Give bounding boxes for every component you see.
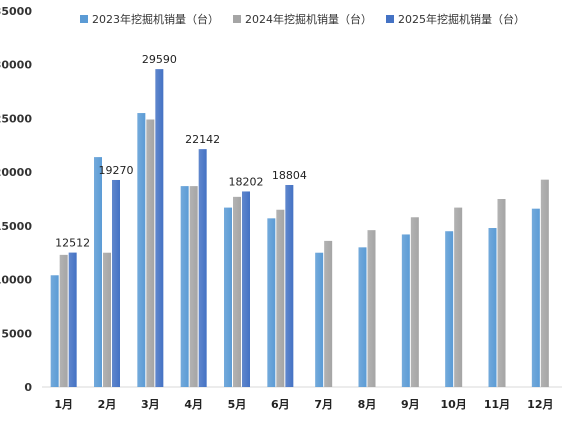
x-tick-label: 2月	[98, 398, 117, 411]
bar-2025	[112, 179, 120, 387]
bar-2024	[189, 186, 198, 387]
y-tick-label: 0	[24, 381, 32, 394]
data-label: 29590	[142, 53, 177, 66]
legend-swatch-2025	[386, 15, 394, 23]
legend-item-2024: 2024年挖掘机销量（台）	[233, 11, 372, 27]
y-tick-label: 10000	[0, 274, 32, 287]
bar-2025	[285, 184, 294, 387]
y-tick-label: 35000	[0, 5, 32, 18]
y-tick-label: 30000	[0, 59, 32, 72]
bar-2023	[401, 234, 410, 387]
bar-2024	[233, 196, 241, 387]
data-label: 12512	[55, 237, 90, 250]
chart-legend: 2023年挖掘机销量（台） 2024年挖掘机销量（台） 2025年挖掘机销量（台…	[80, 11, 525, 27]
bar-2023	[445, 231, 454, 387]
bar-2023	[315, 252, 324, 387]
x-tick-label: 9月	[401, 398, 420, 411]
bar-2024	[324, 240, 333, 387]
bar-2025	[198, 149, 207, 387]
bar-2025	[68, 252, 77, 387]
data-label: 18804	[272, 169, 307, 182]
x-tick-label: 10月	[441, 398, 467, 411]
bar-2023	[358, 247, 367, 387]
legend-item-2023: 2023年挖掘机销量（台）	[80, 11, 219, 27]
legend-label-2025: 2025年挖掘机销量（台）	[398, 13, 525, 26]
x-tick-label: 8月	[358, 398, 377, 411]
bar-2024	[59, 254, 68, 387]
bar-2023	[180, 186, 189, 387]
bar-2024	[540, 179, 549, 387]
x-tick-label: 1月	[54, 398, 73, 411]
legend-swatch-2024	[233, 15, 241, 23]
bar-2023	[94, 157, 102, 387]
x-tick-label: 3月	[141, 398, 160, 411]
bar-2023	[531, 208, 540, 387]
bar-2024	[367, 230, 376, 387]
x-tick-label: 4月	[184, 398, 203, 411]
bar-2023	[267, 218, 276, 387]
x-tick-label: 12月	[527, 398, 553, 411]
bar-2024	[103, 252, 111, 387]
data-label: 19270	[99, 164, 134, 177]
x-tick-label: 7月	[314, 398, 333, 411]
bar-2023	[50, 275, 59, 387]
bar-2024	[276, 209, 285, 387]
bar-2024	[454, 207, 463, 387]
y-tick-label: 20000	[0, 166, 32, 179]
bar-2024	[497, 199, 506, 387]
x-tick-label: 5月	[228, 398, 247, 411]
legend-label-2023: 2023年挖掘机销量（台）	[92, 13, 219, 26]
bar-2023	[488, 228, 497, 387]
bar-2024	[410, 217, 419, 387]
bar-2023	[137, 113, 146, 388]
bar-2023	[224, 207, 232, 387]
data-label: 18202	[229, 175, 264, 188]
legend-swatch-2023	[80, 15, 88, 23]
legend-label-2024: 2024年挖掘机销量（台）	[245, 13, 372, 26]
legend-item-2025: 2025年挖掘机销量（台）	[386, 11, 525, 27]
x-tick-label: 11月	[484, 398, 510, 411]
bar-2025	[155, 69, 164, 387]
bar-2025	[242, 191, 250, 387]
data-label: 22142	[185, 133, 220, 146]
y-tick-label: 25000	[0, 112, 32, 125]
bar-2024	[146, 119, 155, 387]
x-tick-label: 6月	[271, 398, 290, 411]
y-tick-label: 5000	[1, 327, 32, 340]
y-tick-label: 15000	[0, 220, 32, 233]
